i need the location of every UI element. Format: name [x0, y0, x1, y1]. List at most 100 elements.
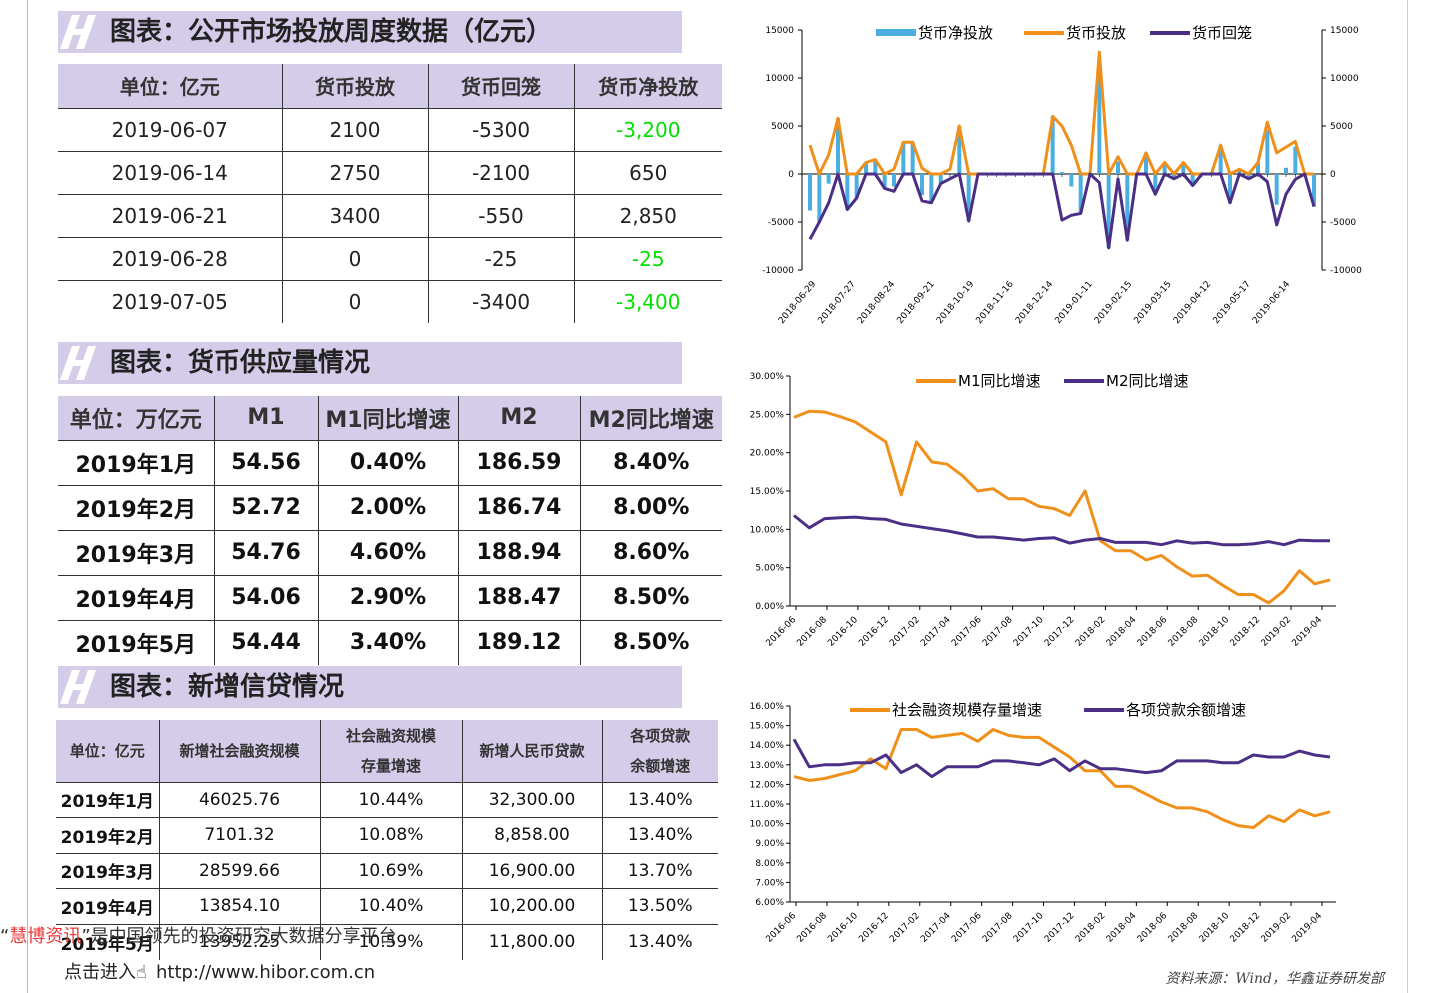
table-row: 2019年3月 54.76 4.60% 188.94 8.60% [58, 530, 722, 576]
table-header-row: 单位：亿元 货币投放 货币回笼 货币净投放 [58, 64, 722, 109]
page-border-left [27, 0, 28, 993]
bar [1237, 169, 1242, 174]
column-header-line: 各项贷款 [630, 726, 691, 745]
bar [1190, 174, 1195, 186]
table-cell: 2019年2月 [58, 485, 215, 531]
x-tick-label: 2016-10 [826, 615, 860, 649]
x-tick-label: 2016-12 [857, 615, 891, 649]
credit-growth-chart: 6.00% 7.00% 8.00% 9.00% 10.00% 11.00% 12.00% 13… [750, 701, 1336, 945]
column-header: 新增人民币贷款 [462, 720, 603, 783]
column-header: 新增社会融资规模 [159, 720, 321, 783]
table-cell: 13.40% [602, 782, 718, 818]
bar [1246, 174, 1251, 179]
y-tick-label-right: 15000 [1330, 26, 1359, 36]
x-tick-label: 2019-04 [1290, 615, 1324, 649]
table-cell: 188.47 [458, 575, 581, 621]
column-header: 单位：万亿元 [58, 396, 215, 441]
bar [1078, 174, 1083, 214]
bar [901, 142, 906, 174]
table-cell: 2019-06-14 [58, 151, 283, 195]
y-tick-label: 15.00% [750, 722, 785, 732]
y-tick-label: 16.00% [750, 702, 785, 712]
table-cell: -3400 [428, 280, 575, 323]
bar [1116, 161, 1120, 174]
bar [1153, 174, 1158, 195]
table-cell: 32,300.00 [462, 782, 603, 818]
y-tick-label: 30.00% [750, 372, 785, 382]
footer-link[interactable]: 点击进入☝ http://www.hibor.com.cn [64, 958, 375, 984]
x-tick-label: 2017-02 [888, 911, 922, 945]
table-row: 2019-06-21 3400 -550 2,850 [58, 194, 722, 238]
x-tick-label: 2018-08-24 [856, 279, 897, 326]
bar [920, 174, 924, 196]
bar [845, 174, 850, 210]
series-line [793, 409, 1331, 605]
y-tick-label: 15.00% [750, 487, 785, 497]
section-title: 图表：新增信贷情况 [110, 672, 345, 702]
table-cell: 13.40% [627, 932, 693, 952]
x-tick-label: 2017-12 [1043, 615, 1077, 649]
y-tick-label: 0 [788, 170, 794, 180]
bar [1106, 174, 1111, 248]
table-cell: 10.40% [320, 888, 463, 925]
table-cell: 46025.76 [159, 782, 321, 818]
y-tick-label-right: -10000 [1330, 266, 1362, 276]
series-line [793, 728, 1331, 829]
x-tick-label: 2016-06 [764, 615, 798, 649]
table-cell: 10,200.00 [462, 888, 603, 925]
table-cell: 54.44 [214, 620, 319, 665]
table-header-row: 单位：亿元 新增社会融资规模 社会融资规模 存量增速 新增人民币贷款 各项贷款 余额… [56, 720, 718, 783]
x-tick-label: 2016-10 [826, 911, 860, 945]
bar [1125, 174, 1130, 241]
table-cell: 13952.25 [159, 924, 321, 960]
y-tick-label: 10.00% [750, 820, 785, 830]
source-note: 资料来源：Wind，华鑫证券研发部 [1165, 971, 1384, 987]
x-tick-label: 2019-02-15 [1093, 280, 1134, 327]
x-tick-label: 2019-01-11 [1054, 280, 1095, 327]
footer-brand: 慧博资讯 [9, 926, 82, 947]
bar [1284, 167, 1288, 174]
table-cell: 0 [282, 280, 429, 323]
footer-click-label: 点击进入 [64, 962, 136, 983]
x-tick-label: 2017-12 [1043, 911, 1077, 945]
x-tick-label: 2018-08 [1167, 911, 1201, 945]
x-tick-label: 2017-06 [950, 911, 984, 945]
open-market-table: 单位：亿元 货币投放 货币回笼 货币净投放 2019-06-07 2100 -530… [58, 64, 722, 323]
column-header: 货币投放 [282, 64, 429, 109]
table-cell: 2019-06-07 [58, 108, 283, 152]
x-tick-label: 2017-08 [981, 911, 1015, 945]
bar [1069, 174, 1074, 187]
bar [966, 174, 971, 222]
bar [1172, 174, 1176, 179]
footer-url[interactable]: http://www.hibor.com.cn [156, 962, 376, 983]
y-tick-label: -5000 [768, 218, 794, 228]
x-tick-label: 2017-06 [950, 615, 984, 649]
x-tick-label: 2018-02 [1074, 911, 1108, 945]
section-header-new-credit: 图表：新增信贷情况 [58, 666, 682, 708]
y-tick-label: 11.00% [750, 800, 785, 810]
bar [1293, 146, 1298, 174]
table-row: 2019-06-07 2100 -5300 -3,200 [58, 108, 722, 152]
column-header: M1同比增速 [318, 396, 459, 441]
column-header: 货币回笼 [428, 64, 575, 109]
table-cell: 3400 [282, 194, 429, 238]
x-tick-label: 2018-12 [1229, 615, 1263, 649]
table-cell: 13.70% [602, 853, 718, 889]
x-tick-label: 2019-02 [1260, 911, 1294, 945]
y-tick-label: 5.00% [755, 564, 784, 574]
x-tick-label: 2018-06-29 [777, 279, 818, 326]
table-row: 2019-07-05 0 -3400 -3,400 [58, 280, 722, 323]
table-cell: 2019年5月 [58, 620, 215, 665]
x-tick-label: 2018-07-27 [817, 280, 858, 327]
x-tick-label: 2018-12 [1229, 911, 1263, 945]
x-tick-label: 2018-02 [1074, 615, 1108, 649]
column-header: 单位：亿元 [58, 64, 283, 109]
section-header-open-market: 图表：公开市场投放周度数据（亿元） [58, 11, 682, 53]
series-line [808, 172, 1316, 250]
table-cell: 0 [282, 237, 429, 281]
table-row: 2019年2月 7101.32 10.08% 8,858.00 13.40% [56, 817, 718, 854]
table-cell: -5300 [428, 108, 575, 152]
x-tick-label: 2018-08 [1167, 615, 1201, 649]
bar [892, 174, 896, 187]
table-cell: 28599.66 [159, 853, 321, 889]
